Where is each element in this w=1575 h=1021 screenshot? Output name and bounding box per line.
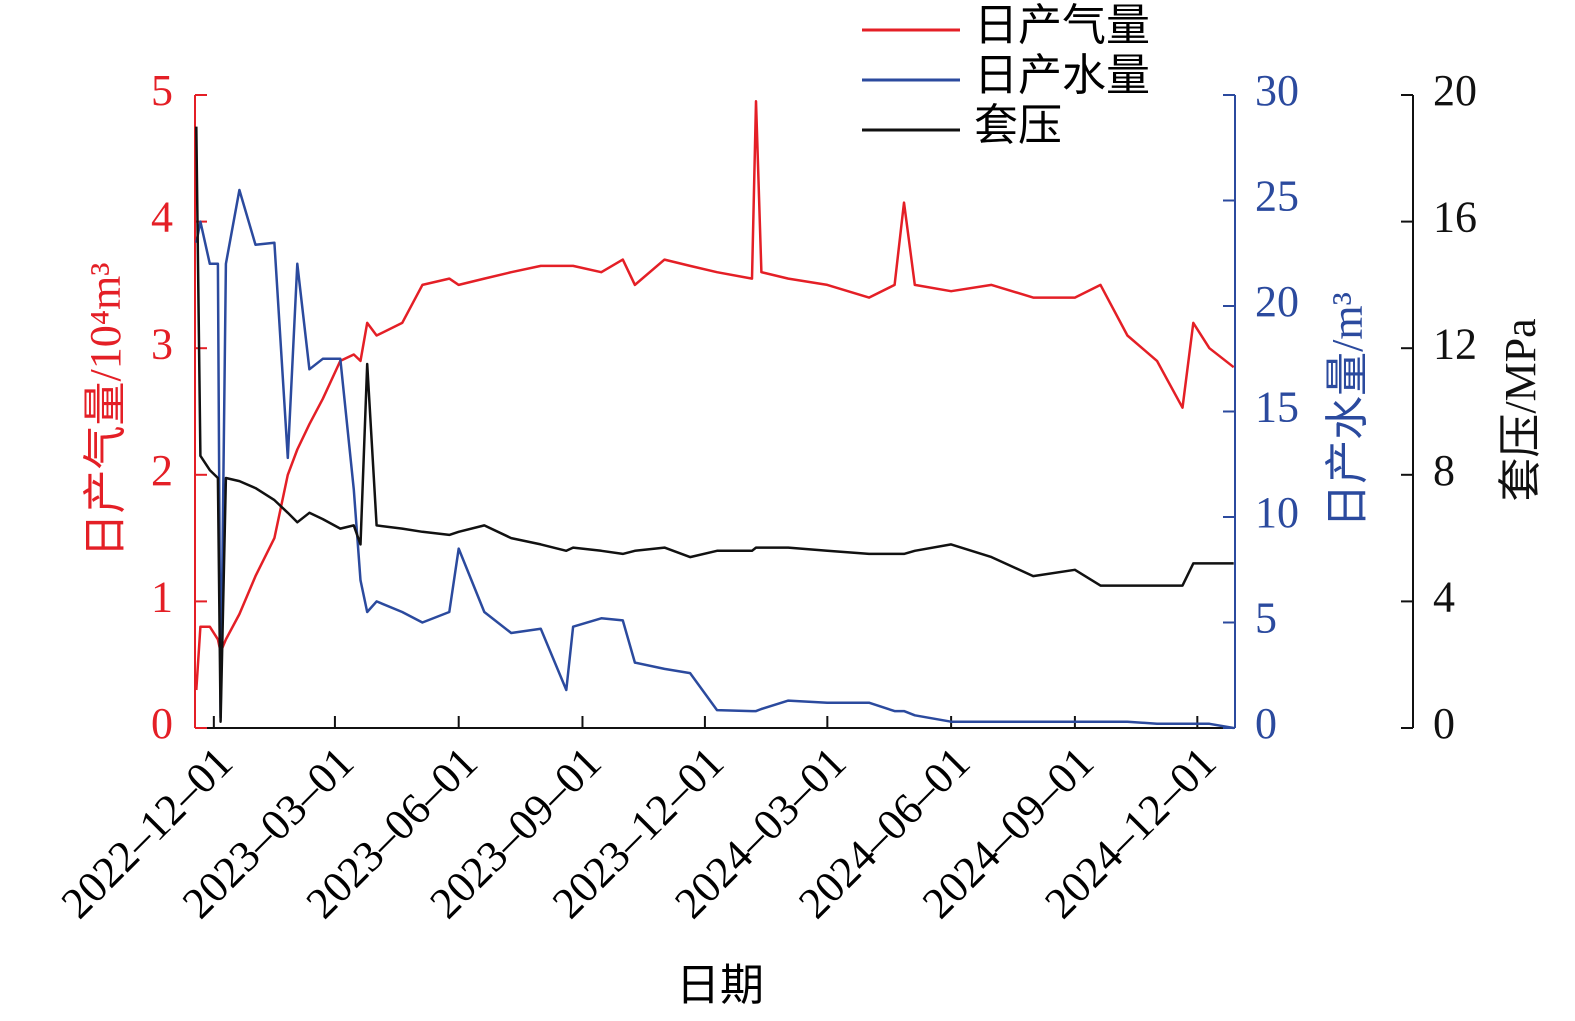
y3-tick-label: 12 [1433,319,1477,368]
y3-tick-label: 16 [1433,193,1477,242]
series-line [195,100,1235,691]
series-line [195,126,1234,723]
y2-tick-label: 15 [1255,383,1299,432]
y2-tick-label: 5 [1255,594,1277,643]
y3-tick-label: 20 [1433,66,1477,115]
y-axis-title: 日产气量/10⁴m³ [81,263,130,558]
y3-tick-label: 8 [1433,446,1455,495]
y2-tick-label: 30 [1255,66,1299,115]
y3-axis-title: 套压/MPa [1496,318,1545,501]
y-tick-label: 0 [151,699,173,748]
y-tick-label: 3 [151,319,173,368]
y-tick-label: 4 [151,193,173,242]
y-tick-label: 1 [151,572,173,621]
y2-tick-label: 25 [1255,172,1299,221]
series-line [195,188,1234,730]
y2-axis-title: 日产水量/m³ [1323,292,1372,528]
legend-label: 套压 [974,101,1062,150]
y3-tick-label: 4 [1433,572,1455,621]
legend-label: 日产水量 [974,51,1150,100]
y-tick-label: 5 [151,66,173,115]
y-tick-label: 2 [151,446,173,495]
y2-tick-label: 0 [1255,699,1277,748]
legend-label: 日产气量 [974,1,1150,50]
y2-tick-label: 10 [1255,488,1299,537]
y3-tick-label: 0 [1433,699,1455,748]
y2-tick-label: 20 [1255,277,1299,326]
x-axis-title: 日期 [676,961,764,1010]
